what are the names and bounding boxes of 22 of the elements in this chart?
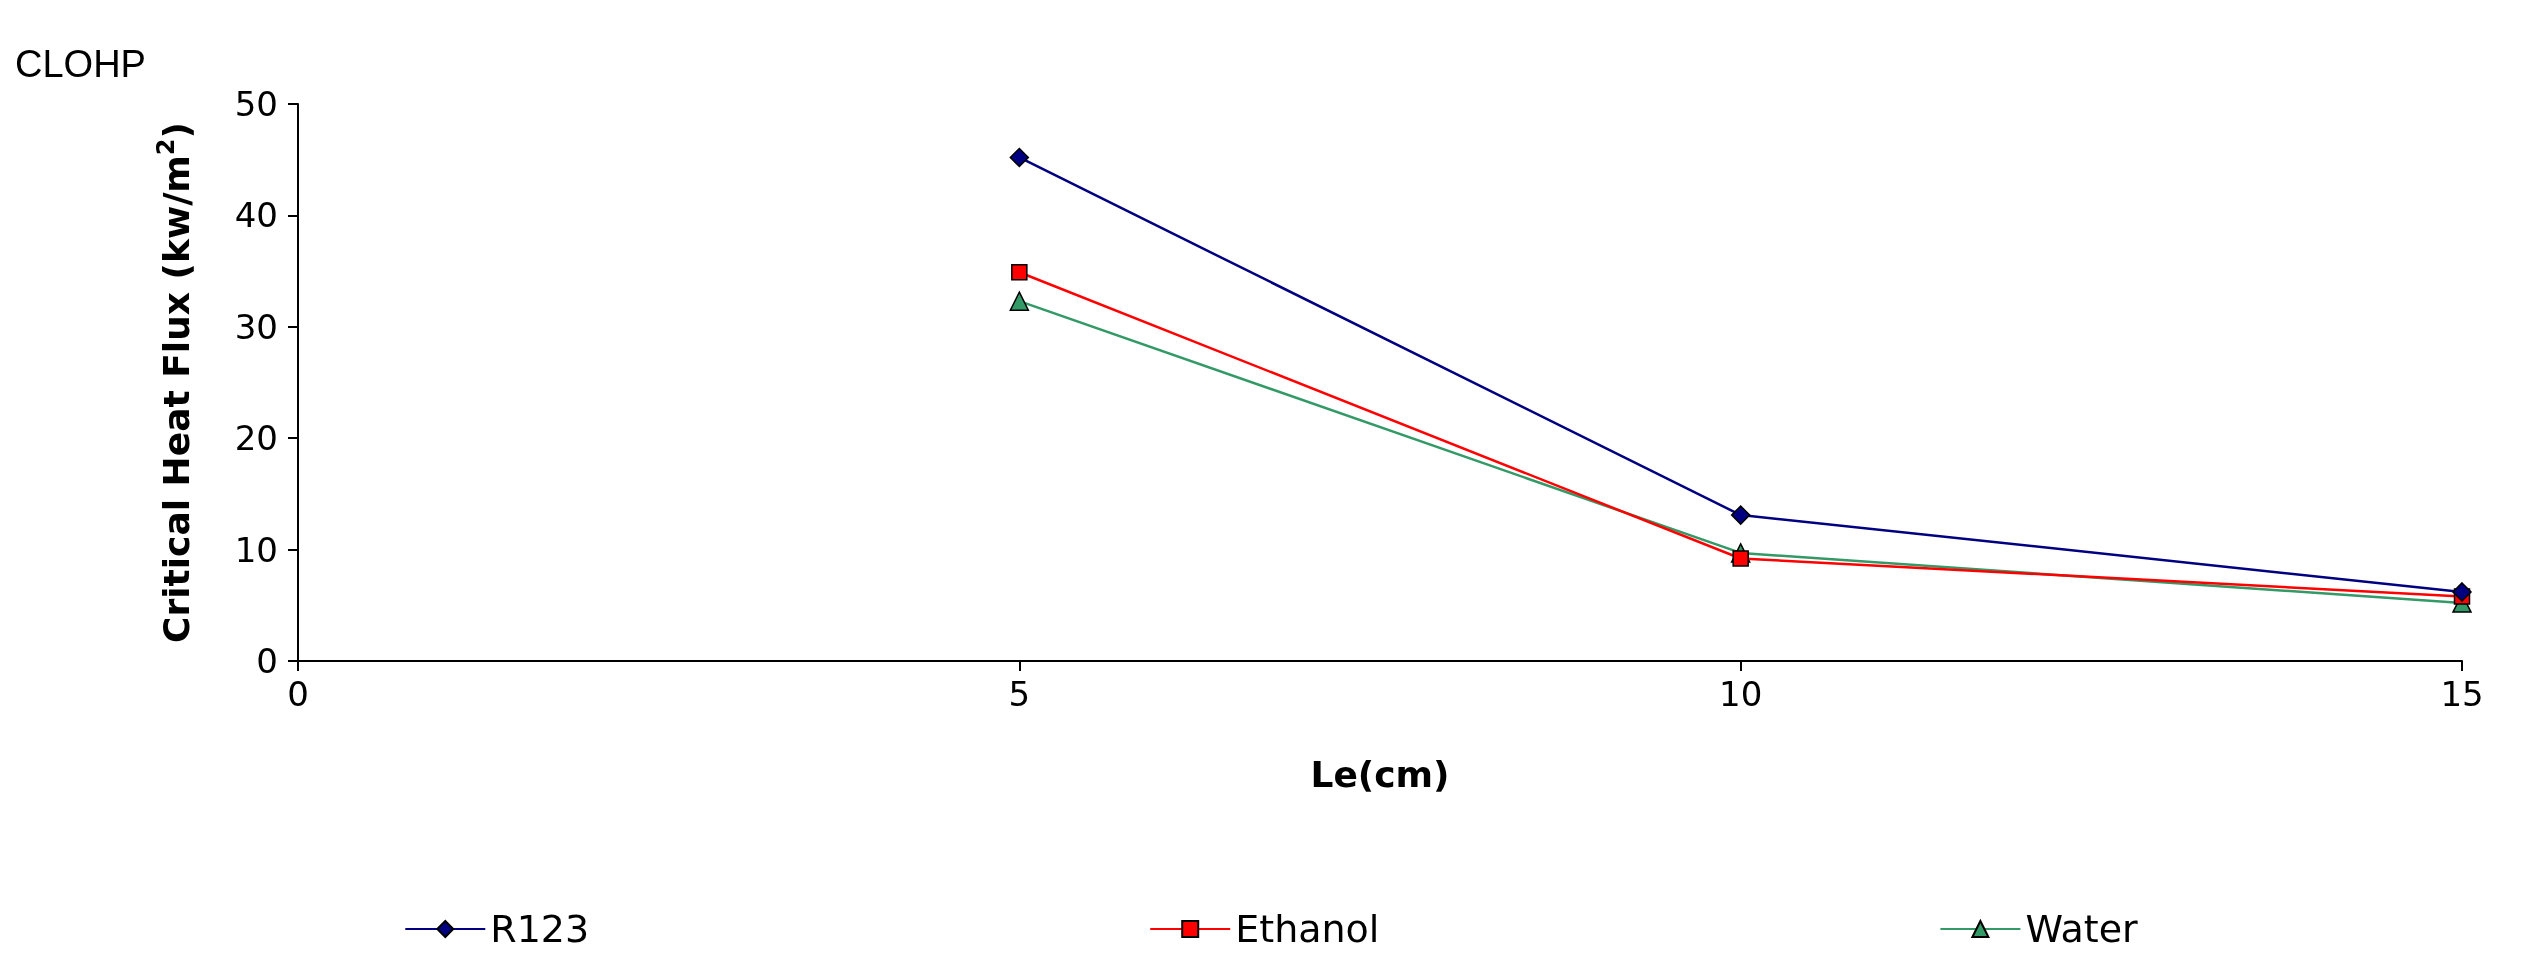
x-axis-title: Le(cm) (1310, 753, 1450, 795)
point (1009, 291, 1030, 311)
x-tick-label: 10 (1719, 674, 1763, 714)
point (2452, 582, 2472, 602)
y-tick-label: 20 (234, 418, 278, 459)
x-tick-label: 0 (287, 674, 309, 714)
legend-label: Ethanol (1235, 907, 1380, 951)
y-tick-label: 50 (234, 84, 278, 124)
chart-title: CLOHP (15, 43, 146, 85)
y-tick-label: 40 (234, 195, 278, 236)
legend-label: R123 (490, 907, 590, 951)
y-axis-title: Critical Heat Flux (kw/m2) (152, 122, 197, 643)
x-tick-label: 15 (2440, 674, 2484, 714)
point (1730, 505, 1751, 525)
y-tick-label: 0 (256, 641, 278, 681)
point (1011, 263, 1028, 281)
y-tick-label: 10 (234, 529, 278, 570)
point (1009, 147, 1030, 168)
legend-label: Water (2025, 907, 2139, 951)
x-tick-label: 5 (1008, 674, 1031, 714)
point (1732, 550, 1749, 567)
y-tick-label: 30 (234, 306, 278, 347)
